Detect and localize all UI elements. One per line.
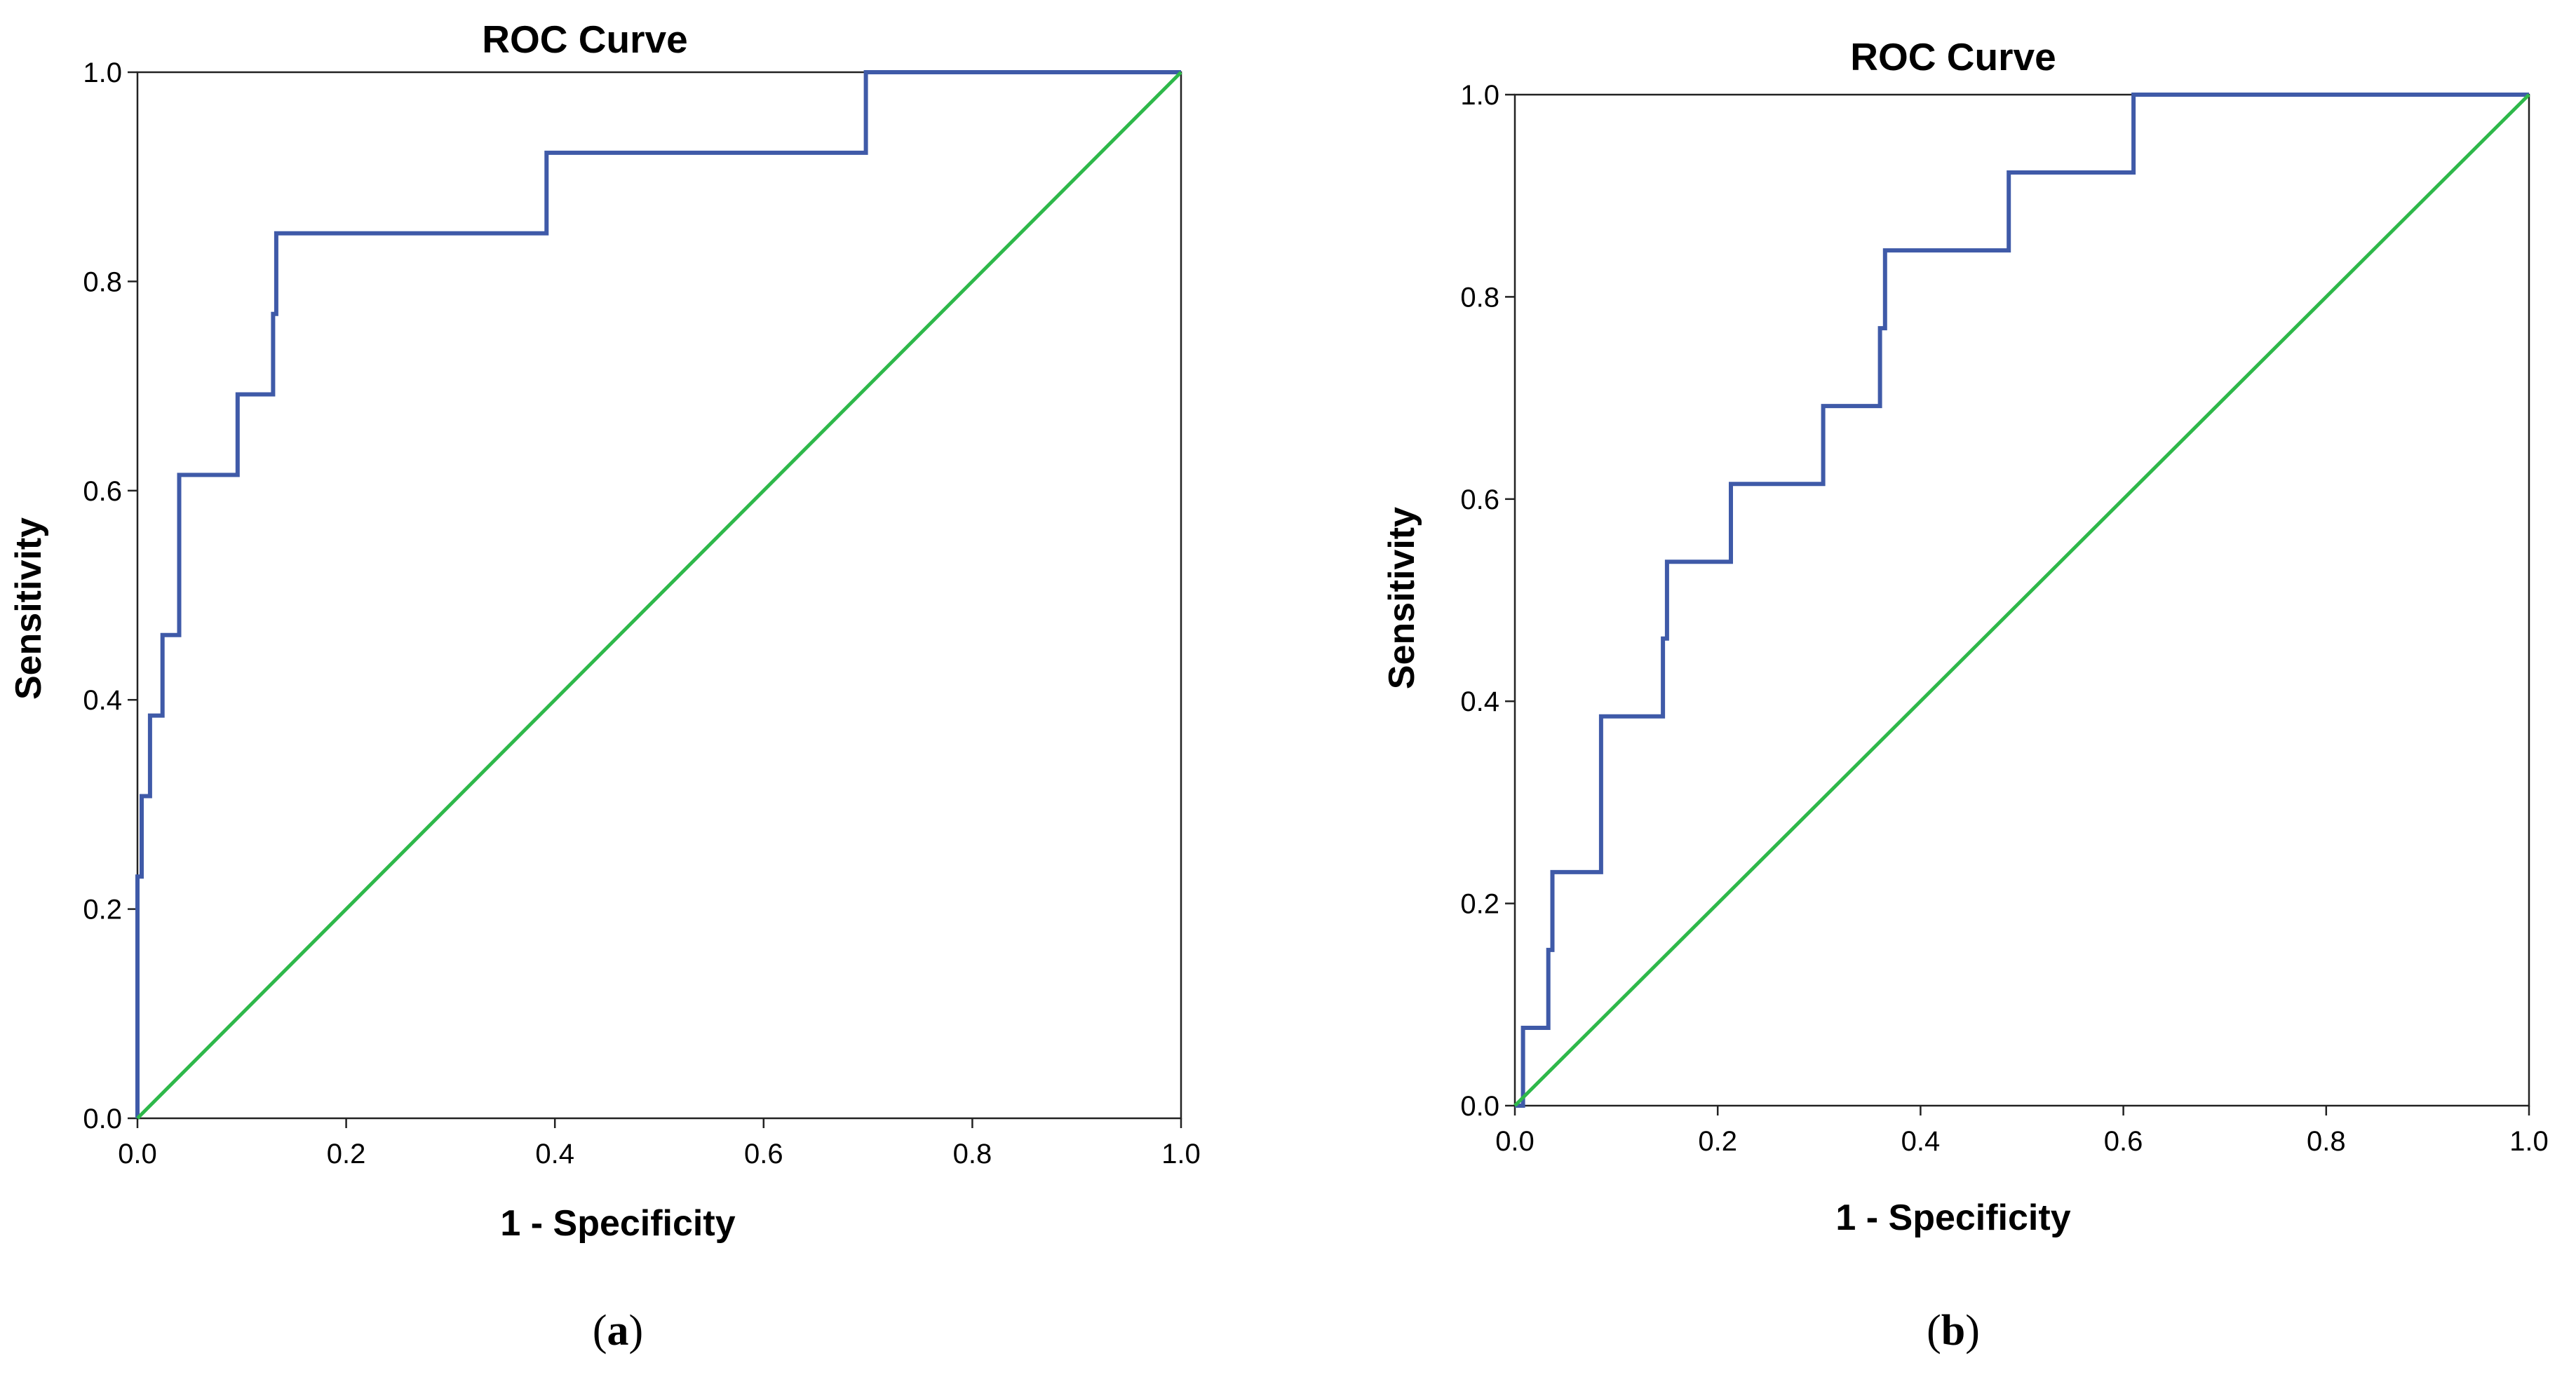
y-tick-label: 0.0 [83,1104,122,1134]
chart-title: ROC Curve [482,18,687,61]
x-tick-label: 0.6 [744,1139,783,1169]
plot-area: 0.0 0.2 0.4 0.6 0.8 1.0 0.0 0.2 0.4 0.6 0.8 1.0 [1460,80,2548,1157]
roc-curve-line [135,70,1181,1118]
x-tick-label: 0.2 [1698,1126,1737,1157]
x-axis-label: 1 - Specificity [1835,1198,2070,1238]
y-tick-label: 0.2 [83,895,122,925]
y-tick-label: 0.6 [1460,484,1499,515]
y-tick-label: 1.0 [1460,80,1499,111]
x-tick-label: 0.2 [327,1139,366,1169]
x-tick-label: 0.0 [118,1139,157,1169]
reference-line [1513,93,2530,1107]
chart-title: ROC Curve [1850,35,2056,79]
x-tick-label: 0.8 [2307,1126,2346,1157]
x-tick-label: 0.6 [2104,1126,2143,1157]
plot-frame [136,71,1182,1120]
y-axis-label: Sensitivity [8,517,49,700]
y-tick-label: 0.8 [83,266,122,297]
panel-label: (b) [1927,1307,1980,1355]
x-tick-label: 1.0 [2509,1126,2549,1157]
x-axis-label: 1 - Specificity [500,1203,735,1244]
panel-label: (a) [593,1307,643,1355]
panel-letter: b [1941,1307,1965,1355]
y-tick-label: 0.4 [83,685,122,716]
x-tick-label: 0.0 [1495,1126,1535,1157]
reference-line [136,71,1182,1120]
roc-curve-line [1515,93,2529,1108]
y-tick-label: 0.6 [83,476,122,507]
y-axis-label: Sensitivity [1382,507,1422,689]
y-tick-label: 0.8 [1460,282,1499,313]
x-tick-label: 1.0 [1161,1139,1201,1169]
y-tick-label: 0.4 [1460,686,1499,717]
x-tick-label: 0.4 [535,1139,574,1169]
panel-letter: a [607,1307,629,1355]
y-tick-label: 0.0 [1460,1091,1499,1122]
y-tick-label: 1.0 [83,57,122,88]
x-tick-label: 0.4 [1901,1126,1941,1157]
x-tick-label: 0.8 [953,1139,992,1169]
plot-area: 0.0 0.2 0.4 0.6 0.8 1.0 0.0 0.2 0.4 0.6 0.8 1.0 [83,57,1200,1169]
y-tick-label: 0.2 [1460,889,1499,920]
plot-frame [1513,93,2530,1107]
